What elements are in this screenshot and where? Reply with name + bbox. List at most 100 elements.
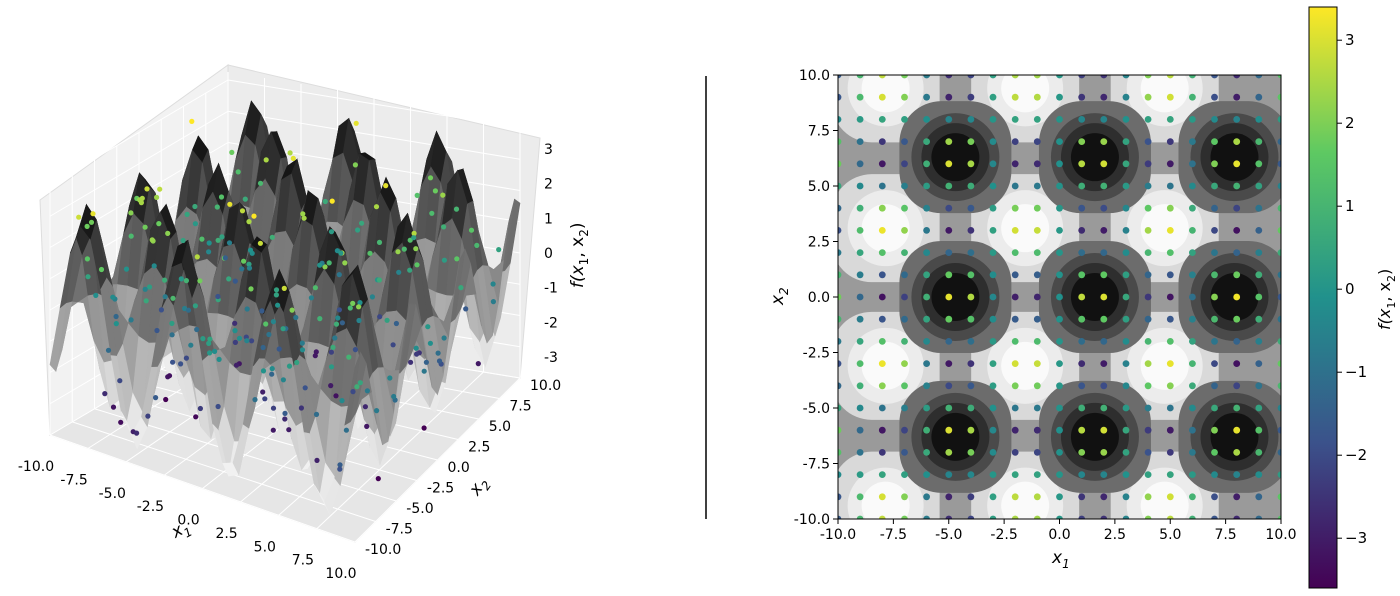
scatter-3d-point: [275, 302, 281, 308]
heatmap-point: [1122, 426, 1130, 434]
heatmap-point: [878, 227, 886, 234]
heatmap-point: [1078, 75, 1086, 79]
scatter-3d-point: [364, 423, 370, 429]
heatmap-point: [1233, 449, 1241, 456]
scatter-3d-point: [232, 320, 238, 326]
heatmap-point: [901, 360, 908, 367]
scatter-3d-point: [165, 230, 171, 236]
scatter-3d-point: [298, 405, 304, 411]
heatmap-point: [1166, 249, 1174, 256]
heatmap-point: [856, 204, 864, 212]
scatter-3d-point: [226, 276, 232, 282]
scatter-3d-point: [215, 237, 221, 243]
heatmap-point: [1122, 515, 1130, 519]
heatmap-point: [1233, 75, 1241, 79]
scatter-3d-point: [128, 317, 134, 323]
scatter-3d-point: [393, 320, 399, 327]
heatmap-point: [1189, 360, 1196, 367]
heatmap-point: [901, 293, 908, 301]
x1-tick-label: 10.0: [325, 566, 356, 582]
heatmap-point: [1211, 93, 1218, 101]
scatter-3d-point: [391, 393, 397, 400]
scatter-3d-point: [364, 388, 370, 394]
heatmap-point: [1211, 404, 1218, 412]
scatter-3d-point: [185, 307, 192, 313]
heatmap-point: [1011, 93, 1019, 101]
heatmap-point: [989, 471, 997, 478]
heatmap-point: [1277, 116, 1281, 123]
heatmap-point: [1189, 493, 1196, 501]
scatter-3d-point: [273, 287, 280, 293]
heatmap-point: [1122, 227, 1130, 234]
scatter-3d-point: [246, 261, 252, 267]
heatmap-point: [1144, 182, 1152, 190]
heatmap-point: [923, 426, 930, 434]
heatmap-point: [989, 138, 997, 146]
scatter-3d-point: [259, 308, 265, 314]
dark-region-core: [1070, 273, 1119, 321]
x-tick-label: 0.0: [1048, 527, 1070, 543]
heatmap-point: [1144, 271, 1152, 279]
heatmap-point: [1056, 93, 1063, 101]
heatmap-point: [1122, 160, 1130, 168]
heatmap-point: [1277, 515, 1281, 519]
heatmap-point: [1255, 382, 1263, 390]
heatmap-point: [1233, 116, 1241, 123]
scatter-3d-point: [84, 256, 90, 262]
x1-tick-label: -10.0: [18, 459, 54, 475]
scatter-3d-point: [163, 396, 169, 403]
z-tick-label: 1: [544, 211, 553, 227]
heatmap-point: [989, 360, 997, 367]
light-region-core: [1140, 75, 1189, 113]
scatter-3d-point: [207, 336, 213, 342]
x-tick-label: -2.5: [990, 527, 1017, 543]
heatmap-point: [1255, 471, 1263, 478]
scatter-3d-point: [270, 427, 276, 433]
y-tick-label: -10.0: [794, 512, 830, 528]
scatter-3d-point: [339, 320, 345, 326]
heatmap-point: [1122, 338, 1130, 345]
heatmap-point: [838, 515, 842, 519]
heatmap-point: [1078, 315, 1086, 323]
heatmap-point: [878, 75, 886, 79]
heatmap-point: [856, 293, 864, 301]
heatmap-point: [1033, 138, 1041, 146]
heatmap-point: [1056, 227, 1063, 234]
heatmap-point: [1189, 515, 1196, 519]
scatter-3d-point: [166, 373, 173, 379]
heatmap-point: [1255, 360, 1263, 367]
heatmap-point: [1233, 404, 1241, 412]
scatter-3d-point: [329, 198, 335, 204]
x2-tick-label: 0.0: [448, 460, 470, 476]
heatmap-point: [1166, 471, 1174, 478]
scatter-3d-point: [192, 203, 198, 210]
heatmap-point: [945, 271, 953, 279]
scatter-3d-point: [206, 240, 212, 246]
heatmap-point: [1166, 382, 1174, 390]
scatter-3d-point: [355, 227, 361, 233]
scatter-3d-point: [247, 247, 254, 253]
heatmap-point: [1277, 271, 1281, 279]
heatmap-point: [945, 160, 953, 168]
heatmap-point: [1011, 227, 1019, 234]
scatter-3d-point: [244, 338, 250, 344]
heatmap-point: [1166, 182, 1174, 190]
heatmap-point: [838, 160, 842, 168]
heatmap-point: [1189, 426, 1196, 434]
surface-3d-panel: -10.0-7.5-5.0-2.50.02.55.07.510.0 -10.0-…: [18, 64, 591, 582]
scatter-3d-point: [273, 292, 279, 298]
heatmap-point: [1144, 293, 1152, 301]
x2-axis-label: x2: [465, 473, 495, 502]
heatmap-point: [1189, 116, 1196, 123]
colorbar-tick-label: −3: [1345, 529, 1367, 547]
scatter-3d-point: [302, 385, 308, 391]
scatter-3d-point: [441, 257, 447, 263]
dark-region-core: [1070, 133, 1119, 182]
scatter-3d-point: [336, 272, 342, 278]
heatmap-point: [901, 382, 908, 390]
heatmap-point: [923, 471, 930, 478]
scatter-3d-point: [376, 277, 382, 283]
scatter-3d-point: [144, 186, 150, 192]
heatmap-point: [901, 227, 908, 234]
scatter-3d-point: [496, 247, 502, 253]
